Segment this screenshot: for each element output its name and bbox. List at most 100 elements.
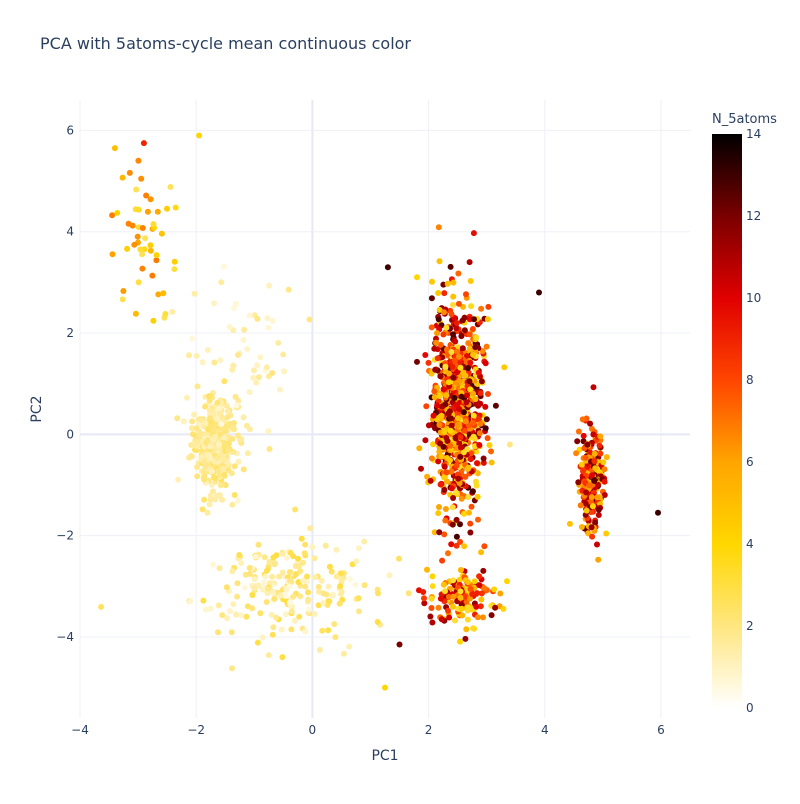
grid xyxy=(79,100,690,718)
data-point xyxy=(443,392,450,399)
data-point xyxy=(429,573,436,580)
data-point xyxy=(265,428,272,435)
data-point xyxy=(275,339,282,346)
data-point xyxy=(459,345,466,352)
data-point xyxy=(446,370,452,377)
data-point xyxy=(461,427,468,434)
data-point xyxy=(246,565,253,571)
data-point xyxy=(578,461,585,468)
data-point xyxy=(315,588,322,595)
data-point xyxy=(261,554,268,561)
data-point xyxy=(244,450,251,457)
data-point xyxy=(264,315,271,322)
data-point xyxy=(438,453,445,460)
data-point xyxy=(312,574,318,581)
data-point xyxy=(361,582,368,589)
data-point xyxy=(431,529,438,536)
data-point xyxy=(475,416,482,422)
data-point xyxy=(233,402,240,409)
data-point xyxy=(478,590,485,597)
data-point xyxy=(466,331,473,338)
data-point xyxy=(443,469,450,476)
data-point xyxy=(231,305,237,312)
data-point xyxy=(435,316,442,323)
data-point xyxy=(575,479,582,486)
data-point xyxy=(277,592,284,599)
data-point xyxy=(461,543,468,550)
data-point xyxy=(470,390,477,397)
data-point xyxy=(591,458,598,465)
data-point xyxy=(441,309,447,316)
data-point xyxy=(447,457,453,464)
data-point xyxy=(448,349,455,355)
data-point xyxy=(428,324,435,331)
data-point xyxy=(266,446,273,452)
data-point xyxy=(330,591,337,598)
data-point xyxy=(578,524,585,530)
data-point xyxy=(434,402,441,409)
data-point xyxy=(440,443,447,450)
data-point xyxy=(424,473,431,480)
data-point xyxy=(201,458,208,465)
data-point xyxy=(482,403,489,410)
data-point xyxy=(307,525,314,532)
data-point xyxy=(288,626,295,633)
data-point xyxy=(396,555,402,562)
data-point xyxy=(346,576,353,583)
data-point xyxy=(477,420,484,427)
data-point xyxy=(420,589,427,595)
data-point xyxy=(221,434,227,441)
data-point xyxy=(492,402,499,409)
data-point xyxy=(450,577,457,584)
data-point xyxy=(216,492,223,498)
data-point xyxy=(234,580,241,587)
data-point xyxy=(265,652,272,659)
data-point xyxy=(167,184,174,190)
y-tick-label: −4 xyxy=(56,630,74,644)
data-point xyxy=(478,378,485,385)
data-point xyxy=(467,586,474,592)
data-point xyxy=(186,352,192,359)
data-point xyxy=(202,606,209,613)
data-point xyxy=(446,408,453,415)
data-point xyxy=(109,251,116,258)
data-point xyxy=(202,420,209,427)
data-point xyxy=(283,554,290,561)
data-point xyxy=(478,596,485,603)
data-point xyxy=(336,600,343,607)
data-point xyxy=(588,494,595,501)
data-point xyxy=(447,442,454,449)
data-point xyxy=(600,459,607,466)
data-point xyxy=(467,359,474,366)
data-point xyxy=(592,519,599,526)
data-point xyxy=(467,386,474,393)
data-point xyxy=(470,625,477,632)
data-point xyxy=(463,626,470,633)
data-point xyxy=(352,581,359,588)
y-tick-label: 0 xyxy=(66,427,74,441)
data-point xyxy=(453,542,460,549)
data-point xyxy=(188,425,195,432)
data-point xyxy=(276,573,283,580)
data-point xyxy=(283,587,290,593)
data-point xyxy=(456,353,462,360)
data-point xyxy=(448,415,454,422)
data-point xyxy=(249,605,256,612)
data-point xyxy=(266,558,273,565)
data-point xyxy=(441,429,448,436)
data-point xyxy=(421,600,428,607)
data-point xyxy=(194,473,201,480)
data-point xyxy=(445,607,451,614)
data-point xyxy=(483,416,490,423)
data-point xyxy=(278,626,285,633)
colorbar-tick-label: 10 xyxy=(746,291,761,305)
data-point xyxy=(318,577,325,584)
data-point xyxy=(451,357,458,364)
data-point xyxy=(214,455,221,461)
data-point xyxy=(477,400,484,407)
data-point xyxy=(474,493,481,500)
data-point xyxy=(155,291,162,298)
data-point xyxy=(434,355,441,362)
data-point xyxy=(340,650,347,657)
data-point xyxy=(287,599,294,606)
